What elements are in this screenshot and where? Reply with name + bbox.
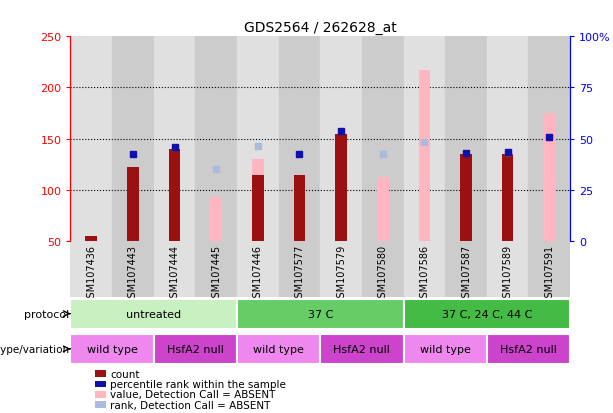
Bar [279,37,321,242]
Bar [237,242,279,297]
Bar [403,242,445,297]
Text: wild type: wild type [420,344,471,354]
Bar [528,242,570,297]
Bar [237,334,320,364]
Text: GSM107589: GSM107589 [503,244,512,304]
Bar [320,37,362,242]
Bar [362,242,403,297]
Text: protocol: protocol [25,309,70,319]
Bar [487,37,528,242]
Text: GSM107445: GSM107445 [211,244,221,304]
Text: HsfA2 null: HsfA2 null [333,344,390,354]
Bar [419,71,430,242]
Text: wild type: wild type [86,344,137,354]
Bar [279,242,321,297]
Bar [252,160,264,242]
Bar [487,242,528,297]
Bar [403,334,487,364]
Bar [487,334,570,364]
Text: wild type: wild type [253,344,304,354]
Text: HsfA2 null: HsfA2 null [167,344,224,354]
Text: GSM107436: GSM107436 [86,244,96,303]
Bar [460,155,472,242]
Text: GSM107444: GSM107444 [170,244,180,303]
Text: value, Detection Call = ABSENT: value, Detection Call = ABSENT [110,389,276,399]
Bar [70,334,154,364]
Bar [445,37,487,242]
Bar [335,134,347,242]
Bar [196,242,237,297]
Bar [362,37,403,242]
Text: GSM107587: GSM107587 [461,244,471,304]
Bar [403,37,445,242]
Text: 37 C: 37 C [308,309,333,319]
Text: GSM107446: GSM107446 [253,244,263,303]
Bar [237,37,279,242]
Bar [528,37,570,242]
Bar [294,175,305,242]
Bar [169,150,180,242]
Bar [112,37,154,242]
Bar [403,299,570,329]
Bar [445,242,487,297]
Text: count: count [110,369,140,379]
Bar [237,299,403,329]
Text: GSM107579: GSM107579 [336,244,346,304]
Bar [70,299,237,329]
Title: GDS2564 / 262628_at: GDS2564 / 262628_at [244,21,397,35]
Text: genotype/variation: genotype/variation [0,344,70,354]
Text: GSM107577: GSM107577 [294,244,305,304]
Bar [85,237,97,242]
Bar [320,334,403,364]
Text: GSM107591: GSM107591 [544,244,554,304]
Bar [70,37,112,242]
Bar [154,334,237,364]
Bar [154,37,196,242]
Bar [112,242,154,297]
Bar [320,242,362,297]
Bar [252,175,264,242]
Bar [502,155,514,242]
Text: percentile rank within the sample: percentile rank within the sample [110,379,286,389]
Bar [544,114,555,242]
Bar [196,37,237,242]
Bar [210,198,222,242]
Text: rank, Detection Call = ABSENT: rank, Detection Call = ABSENT [110,400,271,410]
Text: 37 C, 24 C, 44 C: 37 C, 24 C, 44 C [441,309,532,319]
Bar [377,177,389,242]
Bar [70,242,112,297]
Bar [85,237,97,242]
Bar [127,168,139,242]
Text: untreated: untreated [126,309,181,319]
Text: GSM107580: GSM107580 [378,244,388,304]
Text: GSM107443: GSM107443 [128,244,138,303]
Text: GSM107586: GSM107586 [419,244,429,304]
Bar [154,242,196,297]
Text: HsfA2 null: HsfA2 null [500,344,557,354]
